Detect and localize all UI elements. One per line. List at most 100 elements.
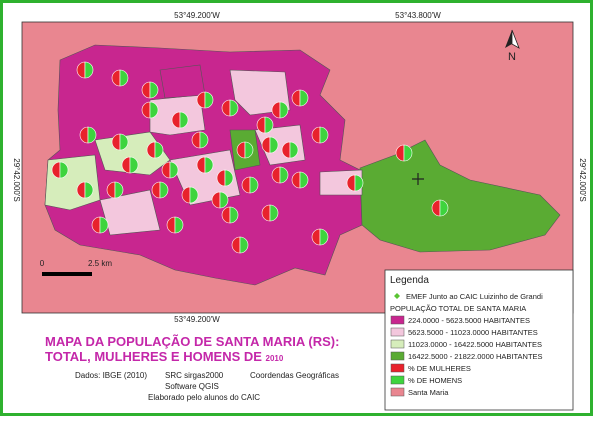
pie-men bbox=[169, 161, 179, 179]
legend-entry: 16422.5000 - 21822.0000 HABITANTES bbox=[408, 352, 543, 361]
legend-entry: 11023.0000 - 16422.5000 HABITANTES bbox=[408, 340, 542, 349]
pie-women bbox=[281, 141, 291, 159]
pie-men bbox=[289, 141, 299, 159]
credit: Software QGIS bbox=[165, 382, 219, 391]
title-year: 2010 bbox=[266, 354, 284, 363]
pie-men bbox=[439, 199, 449, 217]
pie-women bbox=[76, 181, 86, 199]
credit: Dados: IBGE (2010) bbox=[75, 371, 147, 380]
legend-title: Legenda bbox=[390, 275, 429, 286]
pie-women bbox=[111, 69, 121, 87]
title-line1: MAPA DA POPULAÇÃO DE SANTA MARIA (RS): bbox=[45, 334, 339, 349]
scale-end: 2.5 km bbox=[88, 259, 112, 268]
pie-men bbox=[224, 169, 234, 187]
scale-bar bbox=[42, 272, 92, 276]
legend-swatch bbox=[390, 339, 405, 349]
credit: Elaborado pelo alunos do CAIC bbox=[148, 393, 260, 402]
pie-men bbox=[149, 101, 159, 119]
pie-men bbox=[119, 69, 129, 87]
pie-men bbox=[174, 216, 184, 234]
pie-men bbox=[249, 176, 259, 194]
pie-men bbox=[99, 216, 109, 234]
legend-entry: % DE MULHERES bbox=[408, 364, 471, 373]
legend-entry: Santa Maria bbox=[408, 388, 449, 397]
legend-swatch bbox=[390, 327, 405, 337]
pie-men bbox=[244, 141, 254, 159]
pie-women bbox=[311, 228, 321, 246]
pie-women bbox=[395, 144, 405, 162]
pie-women bbox=[141, 81, 151, 99]
pie-women bbox=[106, 181, 116, 199]
pie-men bbox=[114, 181, 124, 199]
pie-men bbox=[229, 206, 239, 224]
credit: SRC sirgas2000 bbox=[165, 371, 224, 380]
pie-men bbox=[204, 91, 214, 109]
pie-men bbox=[229, 99, 239, 117]
pie-women bbox=[221, 206, 231, 224]
pie-men bbox=[279, 101, 289, 119]
legend-swatch bbox=[390, 375, 405, 385]
coord-label: 29°42.000'S bbox=[578, 158, 587, 201]
pie-women bbox=[161, 161, 171, 179]
pie-men bbox=[403, 144, 413, 162]
pie-women bbox=[261, 204, 271, 222]
pie-women bbox=[146, 141, 156, 159]
pie-men bbox=[189, 186, 199, 204]
legend-entry: 224.0000 - 5623.5000 HABITANTES bbox=[408, 316, 530, 325]
credit: Coordendas Geográficas bbox=[250, 371, 339, 380]
pie-men bbox=[319, 126, 329, 144]
legend-entry: EMEF Junto ao CAIC Luizinho de Grandi bbox=[406, 292, 543, 301]
pie-men bbox=[129, 156, 139, 174]
pie-men bbox=[154, 141, 164, 159]
pie-women bbox=[91, 216, 101, 234]
legend-swatch bbox=[390, 387, 405, 397]
legend-items: 224.0000 - 5623.5000 HABITANTES 5623.5000… bbox=[390, 315, 543, 397]
pie-women bbox=[111, 133, 121, 151]
pie-women bbox=[241, 176, 251, 194]
pie-women bbox=[141, 101, 151, 119]
pie-women bbox=[236, 141, 246, 159]
north-label: N bbox=[508, 51, 516, 63]
pie-women bbox=[211, 191, 221, 209]
legend-swatch bbox=[394, 293, 400, 299]
pie-markers bbox=[51, 61, 449, 254]
pie-men bbox=[219, 191, 229, 209]
coord-label: 53°49.200'W bbox=[174, 315, 220, 324]
coord-label: 53°43.800'W bbox=[395, 11, 441, 20]
pie-women bbox=[216, 169, 226, 187]
pie-women bbox=[181, 186, 191, 204]
pie-men bbox=[269, 204, 279, 222]
legend-swatch bbox=[390, 315, 405, 325]
pie-women bbox=[261, 136, 271, 154]
pie-men bbox=[87, 126, 97, 144]
pie-women bbox=[431, 199, 441, 217]
pie-men bbox=[299, 171, 309, 189]
legend-box bbox=[384, 269, 574, 411]
pie-women bbox=[271, 166, 281, 184]
pie-women bbox=[271, 101, 281, 119]
pie-men bbox=[199, 131, 209, 149]
coord-label: 29°42.000'S bbox=[12, 158, 21, 201]
pie-men bbox=[59, 161, 69, 179]
pie-women bbox=[291, 89, 301, 107]
pie-women bbox=[221, 99, 231, 117]
pie-men bbox=[204, 156, 214, 174]
pie-men bbox=[239, 236, 249, 254]
pie-men bbox=[159, 181, 169, 199]
pie-women bbox=[256, 116, 266, 134]
scale-start: 0 bbox=[40, 259, 45, 268]
pie-men bbox=[264, 116, 274, 134]
pie-men bbox=[149, 81, 159, 99]
pie-women bbox=[291, 171, 301, 189]
school-marker bbox=[412, 173, 424, 185]
pie-women bbox=[231, 236, 241, 254]
pie-women bbox=[171, 111, 181, 129]
north-arrow bbox=[505, 29, 520, 49]
legend-swatch bbox=[390, 363, 405, 373]
legend-entry: % DE HOMENS bbox=[408, 376, 462, 385]
pie-women bbox=[191, 131, 201, 149]
pie-women bbox=[51, 161, 61, 179]
pie-men bbox=[279, 166, 289, 184]
pie-women bbox=[311, 126, 321, 144]
